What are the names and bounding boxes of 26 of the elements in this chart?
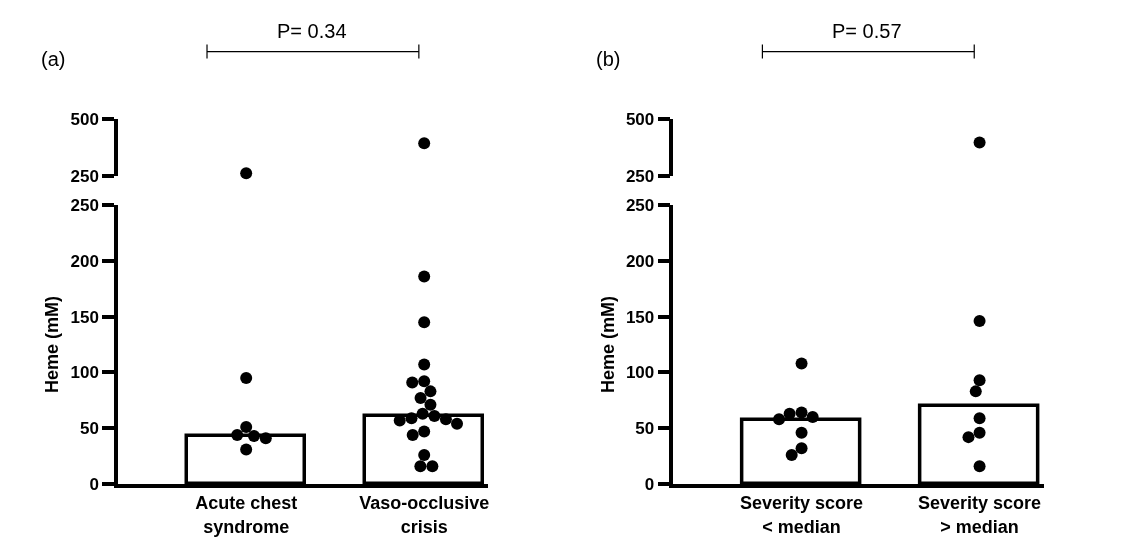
y-tick-label: 200: [625, 251, 655, 271]
y-tick-label: 250: [625, 167, 655, 187]
y-tick-label: 150: [70, 307, 99, 327]
x-tick-label: Severity score < median: [740, 493, 864, 537]
y-tick-label: 50: [635, 419, 655, 439]
text: (b): [596, 48, 621, 70]
text: P= 0.34: [277, 20, 347, 42]
y-tick-label: 100: [625, 363, 655, 383]
y-tick-label: 100: [70, 363, 99, 383]
y-tick-label: 150: [625, 307, 655, 327]
y-tick-label: 0: [89, 474, 99, 494]
y-tick-label: 250: [625, 195, 655, 215]
y-tick-label: 250: [70, 167, 99, 187]
text: (a): [41, 48, 66, 70]
text: P= 0.57: [832, 20, 902, 42]
y-tick-label: 500: [70, 110, 99, 130]
y-tick-label: 200: [70, 251, 99, 271]
y-tick-label: 500: [625, 110, 655, 130]
x-tick-label: Acute chest syndrome: [195, 493, 298, 537]
y-tick-label: 0: [644, 474, 655, 494]
x-tick-label: Severity score > median: [918, 493, 1042, 537]
y-axis-title: Heme (mM): [597, 295, 618, 394]
y-axis-title: Heme (mM): [42, 295, 63, 394]
y-tick-label: 50: [79, 419, 99, 439]
y-tick-label: 250: [70, 195, 99, 215]
x-tick-label: Vaso-occlusive crisis: [359, 493, 490, 537]
